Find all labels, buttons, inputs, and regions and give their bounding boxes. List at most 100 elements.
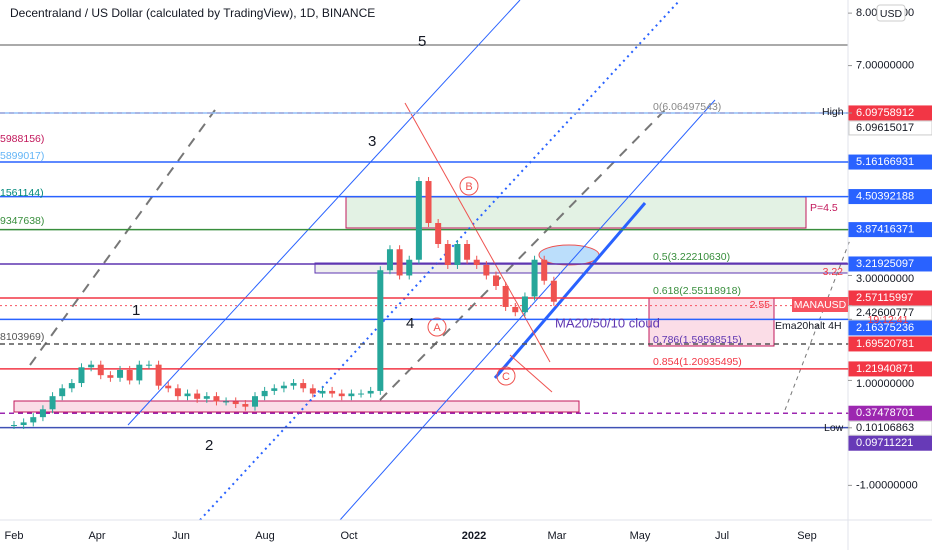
candle [444, 243, 451, 265]
candle [512, 306, 519, 313]
candle [30, 417, 37, 423]
wave-label: C [502, 371, 510, 383]
candle [367, 390, 374, 394]
candle [252, 396, 258, 407]
price-tag [848, 290, 932, 306]
candle [39, 409, 46, 418]
candle [213, 396, 220, 402]
level-label: 5988156) [0, 133, 44, 145]
channel-line [199, 0, 681, 521]
candle [174, 388, 181, 397]
candle [473, 259, 480, 265]
levels: 8.000000007.000000006.097589126.09615017… [0, 7, 932, 542]
candle [194, 393, 201, 399]
price-tag [848, 154, 932, 170]
price-tag [848, 120, 932, 136]
x-tick-label: Sep [797, 530, 817, 542]
candle [415, 181, 422, 260]
channel-line [127, 0, 521, 426]
y-tick-label: 2.57115997 [856, 292, 913, 304]
x-tick-label: Apr [88, 530, 105, 542]
y-tick-label: 2.42600777 [856, 307, 914, 319]
y-tick-label: 3.87416371 [856, 224, 914, 236]
candle [425, 181, 432, 224]
drawing-label: MA20/50/10 cloud [555, 315, 660, 330]
annotations: Decentraland / US Dollar (calculated by … [0, 4, 909, 454]
price-tag [848, 336, 932, 352]
symbol-tag [792, 297, 848, 312]
price-tag [848, 320, 932, 336]
wave-circle [496, 366, 516, 386]
candle [136, 364, 143, 381]
candle [165, 385, 172, 389]
candle [203, 396, 210, 399]
candle [319, 390, 326, 394]
y-tick-label: 1.21940871 [856, 363, 914, 375]
y-tick-label: 6.09758912 [856, 107, 914, 119]
wave-label: 4 [406, 315, 414, 332]
candle [107, 375, 114, 378]
price-tag [848, 361, 932, 377]
candle [145, 364, 152, 366]
fib-label: 0.786(1.59598515) [653, 334, 742, 346]
price-tag [848, 189, 932, 205]
candle [78, 367, 85, 384]
price-tag [848, 305, 932, 321]
price-tag [848, 222, 932, 238]
candle [464, 243, 471, 260]
y-tick-label: 0.09711221 [856, 437, 913, 449]
candle [88, 364, 95, 368]
candle [97, 364, 104, 376]
ellipse [538, 244, 600, 266]
x-tick-label: 2022 [462, 530, 486, 542]
candle [454, 243, 461, 265]
y-tick-label: 4.50392188 [856, 190, 914, 202]
wave-label: 2 [205, 437, 213, 454]
level-label: 1561144) [0, 187, 44, 199]
x-tick-label: Feb [5, 530, 24, 542]
candle [59, 388, 66, 397]
level-label: 2.55 [750, 299, 771, 311]
y-tick-label: 7.00000000 [856, 59, 914, 71]
arrow [493, 202, 647, 379]
candle [550, 280, 557, 302]
wave-label: 3 [368, 133, 376, 150]
level-label: Low [824, 422, 844, 434]
wave-label: A [433, 322, 441, 334]
channel-line [379, 109, 666, 401]
candle [49, 396, 56, 410]
level-label: 5899017) [0, 150, 44, 162]
x-tick-label: Mar [548, 530, 567, 542]
y-tick-label: 0.10106863 [856, 422, 914, 434]
candle [117, 369, 124, 378]
candle [223, 401, 230, 403]
candle [271, 388, 278, 391]
candle [242, 404, 249, 407]
candle [358, 393, 365, 395]
candle [386, 249, 393, 271]
candle [11, 425, 17, 427]
candle [280, 385, 287, 389]
x-tick-label: Oct [340, 530, 357, 542]
wave-label: 5 [418, 33, 426, 50]
candle [483, 264, 490, 276]
x-tick-label: May [630, 530, 651, 542]
candle [406, 259, 413, 276]
target-label: P=4.5 [810, 202, 838, 214]
x-tick-label: Jun [172, 530, 190, 542]
y-tick-label: 3.00000000 [856, 273, 914, 285]
candle [309, 388, 316, 394]
y-tick-label: 0.37478701 [856, 407, 914, 419]
candles [11, 177, 557, 430]
candle [396, 249, 403, 276]
candle [377, 270, 384, 391]
fib-label: 0.5(3.22210630) [653, 251, 730, 263]
currency-button[interactable] [876, 4, 906, 22]
y-tick-label: 5.16166931 [856, 156, 914, 168]
channel-line [784, 239, 851, 411]
candle [521, 296, 528, 313]
trend-line [509, 354, 553, 393]
